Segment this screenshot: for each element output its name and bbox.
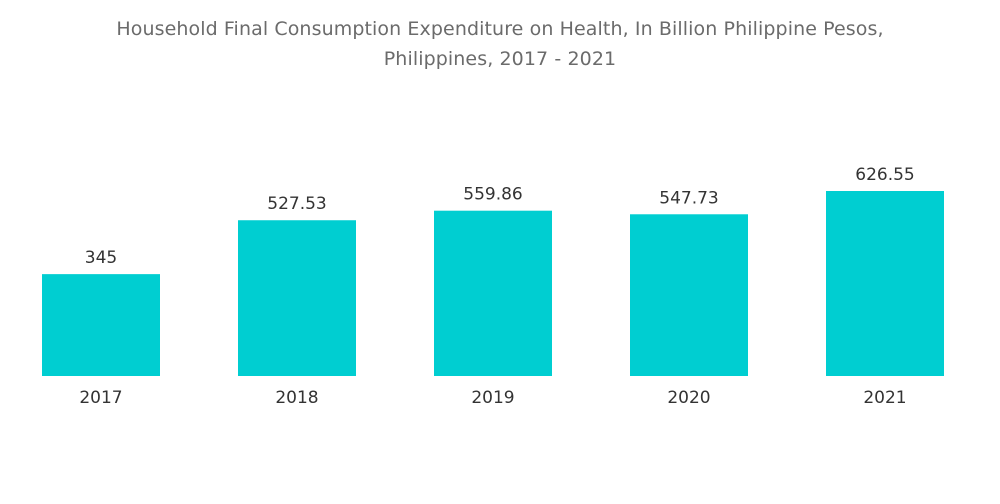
value-label-2020: 547.73 [659,188,718,208]
bar-2019 [434,210,552,376]
x-tick-label-2018: 2018 [275,388,318,408]
value-label-2019: 559.86 [463,185,522,205]
value-labels-layer: 345 527.53 559.86 547.73 626.55 [85,165,915,268]
bar-2020 [630,214,748,376]
value-label-2017: 345 [85,248,117,268]
chart-subtitle: Philippines, 2017 - 2021 [383,48,617,70]
value-label-2018: 527.53 [267,194,326,214]
x-tick-label-2021: 2021 [863,388,906,408]
bar-2017 [42,274,160,376]
x-tick-label-2020: 2020 [667,388,710,408]
bar-2021 [826,191,944,376]
x-tick-label-2019: 2019 [471,388,514,408]
bars-layer [42,191,944,376]
value-label-2021: 626.55 [855,165,914,185]
bar-2018 [238,220,356,376]
x-tick-label-2017: 2017 [79,388,122,408]
chart-title: Household Final Consumption Expenditure … [0,14,1000,74]
x-axis-tick-labels: 2017 2018 2019 2020 2021 [79,388,906,408]
chart-title-line-1: Household Final Consumption Expenditure … [116,18,884,40]
